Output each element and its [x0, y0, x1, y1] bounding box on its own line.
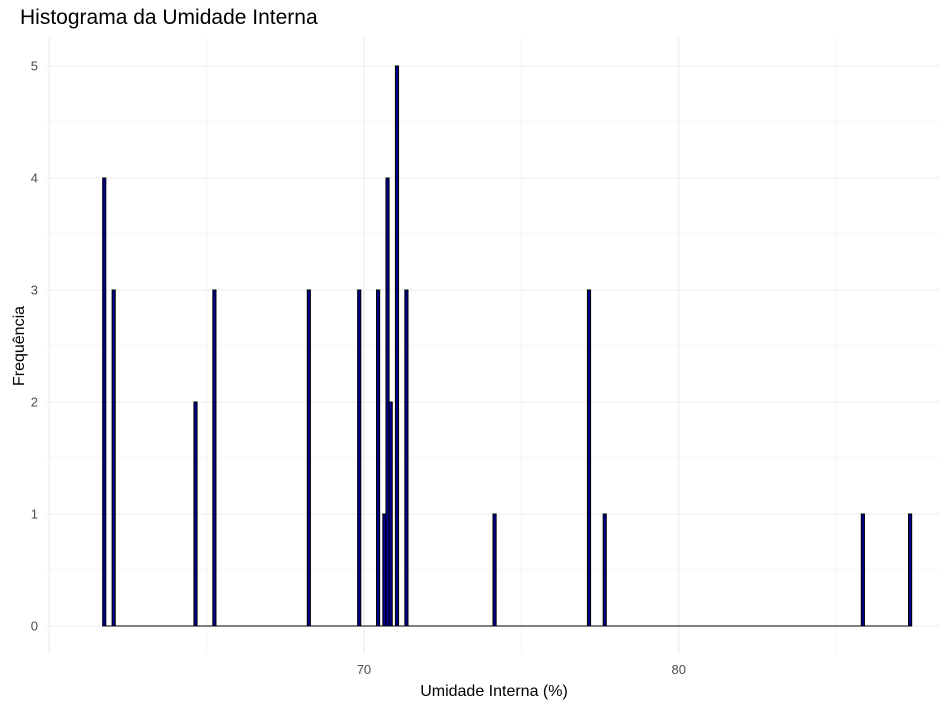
x-tick-label: 70 — [357, 662, 371, 677]
y-tick-label: 4 — [31, 171, 38, 186]
histogram-bar — [357, 289, 362, 627]
y-tick-label: 5 — [31, 59, 38, 74]
histogram-bar — [586, 289, 592, 627]
chart-title: Histograma da Umidade Interna — [20, 6, 318, 29]
histogram-bar — [306, 289, 311, 627]
y-tick-label: 1 — [31, 507, 38, 522]
histogram-bar — [602, 513, 607, 627]
histogram-bar — [102, 177, 107, 627]
histogram-bar — [376, 289, 381, 627]
histogram-bar — [193, 401, 198, 627]
y-tick-label: 2 — [31, 395, 38, 410]
x-axis-title: Umidade Interna (%) — [420, 683, 568, 700]
histogram-bar — [908, 513, 913, 627]
y-tick-label: 3 — [31, 283, 38, 298]
histogram-bar — [111, 289, 116, 627]
histogram-bar — [404, 289, 409, 627]
histogram-bar — [492, 513, 497, 627]
y-axis-title: Frequência — [11, 306, 28, 386]
x-tick-label: 80 — [671, 662, 685, 677]
histogram-bar — [394, 65, 400, 627]
histogram-bar — [212, 289, 217, 627]
y-axis-tick-labels: 0 1 2 3 4 5 — [31, 59, 38, 634]
histogram-bar — [388, 401, 393, 627]
y-tick-label: 0 — [31, 619, 38, 634]
histogram-bars — [102, 65, 913, 627]
histogram-bar — [860, 513, 865, 627]
x-axis-tick-labels: 70 80 — [357, 662, 686, 677]
